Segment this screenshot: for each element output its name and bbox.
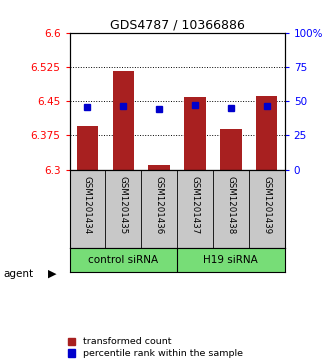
Bar xyxy=(220,129,242,170)
Text: ▶: ▶ xyxy=(48,269,57,279)
Bar xyxy=(184,98,206,170)
Text: GSM1201439: GSM1201439 xyxy=(262,176,271,234)
Text: GSM1201434: GSM1201434 xyxy=(83,176,92,234)
Legend: transformed count, percentile rank within the sample: transformed count, percentile rank withi… xyxy=(68,338,243,358)
Text: GSM1201438: GSM1201438 xyxy=(226,176,235,234)
Text: GSM1201436: GSM1201436 xyxy=(155,176,164,234)
Bar xyxy=(256,95,277,170)
Text: control siRNA: control siRNA xyxy=(88,255,158,265)
Bar xyxy=(77,126,98,170)
Text: GSM1201437: GSM1201437 xyxy=(191,176,200,234)
Text: H19 siRNA: H19 siRNA xyxy=(204,255,258,265)
Title: GDS4787 / 10366886: GDS4787 / 10366886 xyxy=(110,19,245,32)
Text: agent: agent xyxy=(3,269,33,279)
Bar xyxy=(113,72,134,170)
Text: GSM1201435: GSM1201435 xyxy=(119,176,128,234)
Bar xyxy=(148,165,170,170)
